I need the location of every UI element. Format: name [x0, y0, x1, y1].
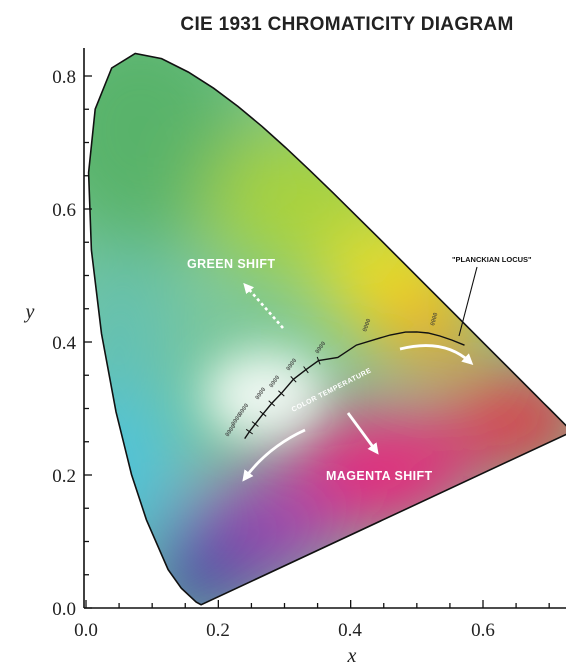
planckian-locus-tick: [251, 421, 259, 427]
planckian-locus-pointer: [458, 266, 478, 337]
y-tick-label: 0.8: [52, 67, 76, 88]
planckian-locus-tick: [316, 356, 321, 365]
x-ticks: [85, 600, 550, 608]
planckian-locus-tick: [245, 428, 253, 435]
y-tick-label: 0.2: [52, 466, 76, 487]
magenta-shift-arrow: [346, 412, 379, 455]
planckian-locus-label: "PLANCKIAN LOCUS": [452, 255, 532, 264]
y-tick-label: 0.0: [52, 599, 76, 620]
cool-direction-arrow: [242, 428, 306, 482]
y-axis-label: y: [24, 301, 35, 323]
diagram-title: CIE 1931 CHROMATICITY DIAGRAM: [180, 14, 513, 35]
planckian-locus-tick: [259, 410, 267, 417]
planckian-locus-tick: [278, 390, 285, 397]
y-ticks: [84, 75, 92, 609]
x-axis-label: x: [347, 645, 357, 667]
kelvin-mark: 0000: [430, 312, 439, 326]
y-tick-label: 0.6: [52, 200, 76, 221]
green-shift-label: GREEN SHIFT: [187, 257, 275, 271]
warm-direction-arrow: [399, 344, 474, 366]
gamut-fill: [88, 53, 566, 605]
shift-arrows: [242, 282, 474, 482]
kelvin-mark: 0000: [362, 318, 372, 333]
x-tick-label: 0.4: [338, 620, 362, 641]
planckian-locus-tick: [268, 400, 276, 407]
x-tick-label: 0.0: [74, 620, 98, 641]
y-tick-label: 0.4: [52, 333, 76, 354]
planckian-locus-tick: [303, 366, 309, 374]
planckian-locus-tick: [290, 376, 297, 383]
spectral-locus: [87, 52, 566, 606]
magenta-shift-label: MAGENTA SHIFT: [326, 469, 433, 483]
planckian-locus-ticks: [245, 356, 321, 435]
axes: 0.0 0.2 0.4 0.6 0.0 0.2 0.4 0.6 0.8 x y: [24, 48, 566, 667]
x-tick-label: 0.2: [206, 620, 230, 641]
x-tick-label: 0.6: [471, 620, 495, 641]
